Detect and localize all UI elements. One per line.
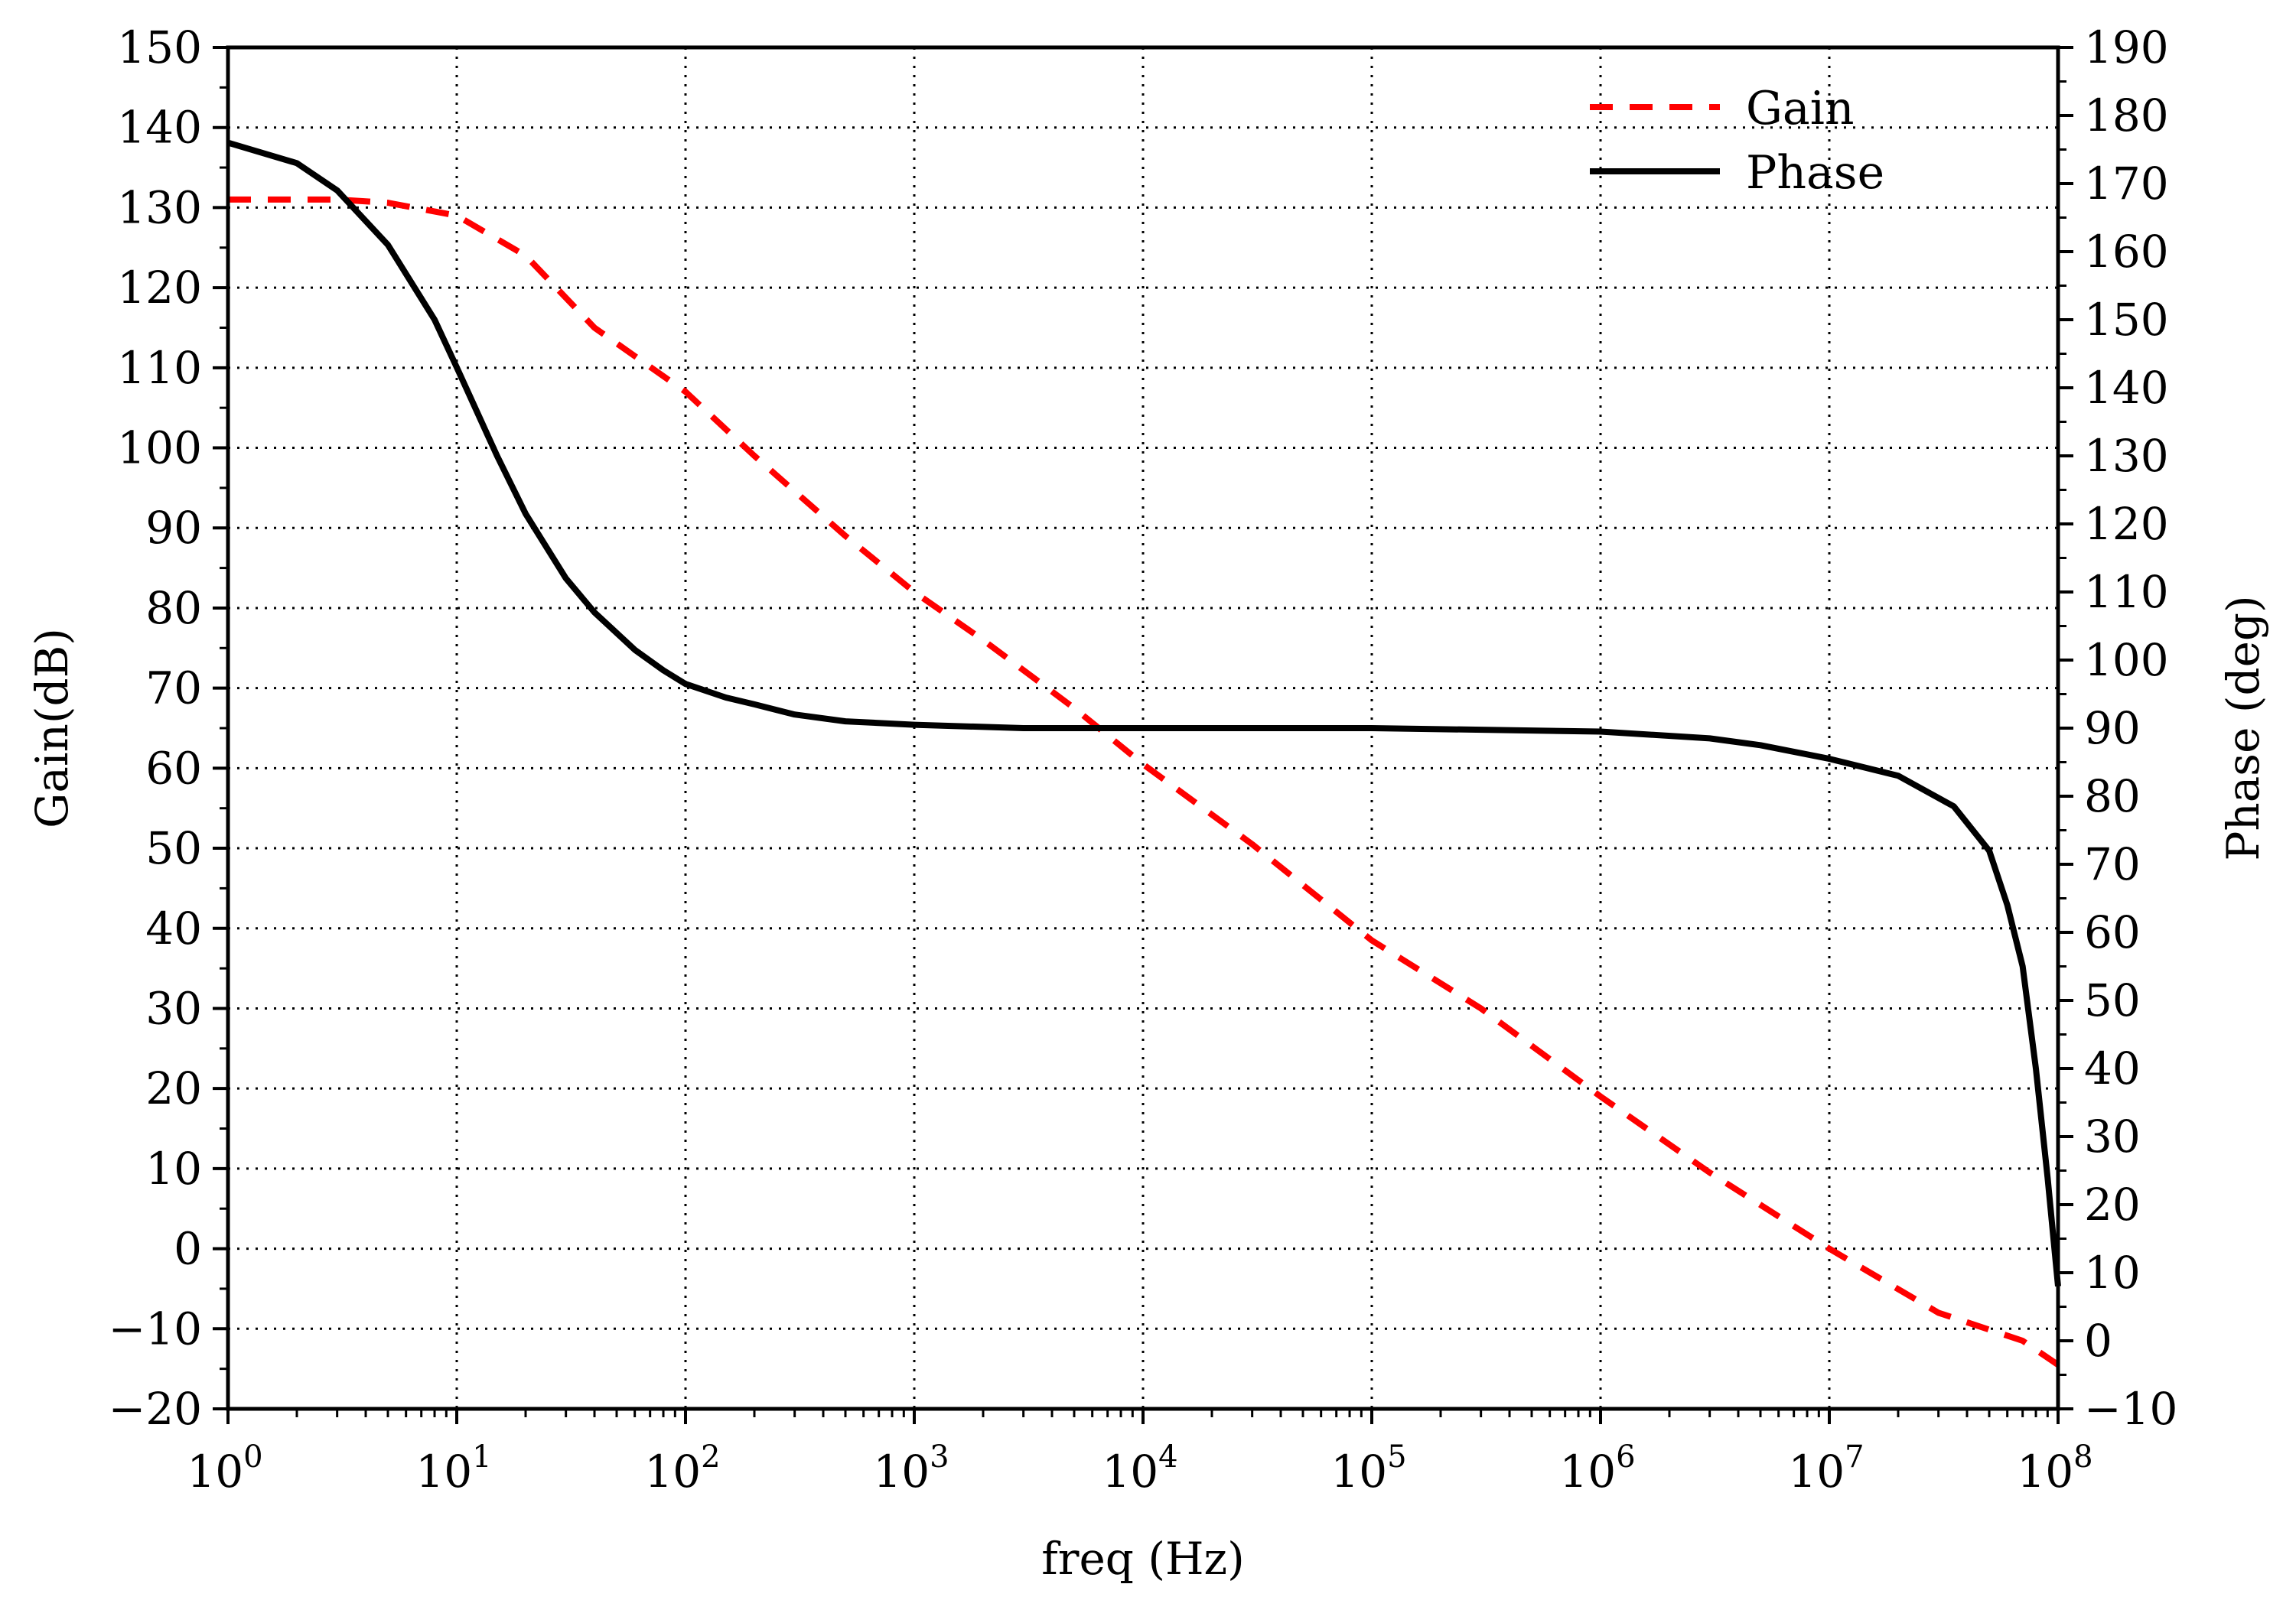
y-right-tick-label: 10 <box>2084 1247 2141 1299</box>
y-right-tick-label: 140 <box>2084 362 2169 414</box>
y-right-tick-label: 120 <box>2084 498 2169 550</box>
y-right-tick-label: 50 <box>2084 974 2141 1026</box>
y-right-tick-label: 80 <box>2084 770 2141 822</box>
x-tick-label: 106 <box>1559 1439 1635 1498</box>
series-line-phase <box>226 139 2061 1287</box>
right-y-axis-title: Phase (deg) <box>2217 595 2269 860</box>
y-left-tick-label: 70 <box>145 662 202 714</box>
x-tick-label: 108 <box>2017 1439 2092 1498</box>
x-tick-label: 102 <box>644 1439 720 1498</box>
ticks <box>213 46 2073 1424</box>
x-tick-label: 101 <box>415 1439 491 1498</box>
series-line-gain <box>228 196 2060 1368</box>
y-left-tick-label: 10 <box>145 1143 202 1195</box>
legend: Gain Phase <box>1590 82 1884 200</box>
x-tick-label: 104 <box>1102 1439 1177 1498</box>
legend-gain-label: Gain <box>1746 82 1855 135</box>
y-left-tick-label: 110 <box>117 342 202 394</box>
y-right-tick-label: 190 <box>2084 21 2169 73</box>
y-right-tick-label: 180 <box>2084 89 2169 141</box>
y-left-tick-label: 120 <box>117 262 202 314</box>
y-left-tick-label: −20 <box>109 1383 202 1435</box>
y-right-tick-label: 40 <box>2084 1042 2141 1094</box>
y-left-tick-label: 140 <box>117 102 202 154</box>
y-right-tick-label: 110 <box>2084 566 2169 618</box>
y-left-tick-label: 100 <box>117 422 202 474</box>
y-left-tick-label: 30 <box>145 982 202 1034</box>
y-left-tick-label: 40 <box>145 903 202 955</box>
y-right-tick-label: 170 <box>2084 158 2169 210</box>
y-right-tick-label: 150 <box>2084 294 2169 346</box>
y-left-tick-label: 20 <box>145 1062 202 1114</box>
y-left-tick-label: 0 <box>174 1223 202 1275</box>
y-left-tick-label: −10 <box>109 1303 202 1355</box>
x-tick-label: 103 <box>873 1439 949 1498</box>
y-left-tick-label: 50 <box>145 822 202 874</box>
y-left-tick-label: 130 <box>117 181 202 233</box>
y-right-tick-label: 100 <box>2084 634 2169 686</box>
y-right-tick-label: −10 <box>2084 1383 2177 1435</box>
x-tick-label: 105 <box>1330 1439 1406 1498</box>
y-right-tick-label: 0 <box>2084 1315 2112 1367</box>
series <box>226 139 2061 1368</box>
y-right-tick-label: 160 <box>2084 226 2169 278</box>
y-right-tick-label: 130 <box>2084 430 2169 482</box>
y-left-tick-label: 90 <box>145 502 202 554</box>
left-y-axis-title: Gain(dB) <box>26 628 78 828</box>
y-right-tick-label: 20 <box>2084 1179 2141 1231</box>
y-right-tick-label: 30 <box>2084 1111 2141 1163</box>
x-tick-label: 107 <box>1788 1439 1864 1498</box>
legend-phase-label: Phase <box>1746 146 1884 200</box>
y-left-tick-label: 150 <box>117 21 202 73</box>
x-axis-title: freq (Hz) <box>1041 1533 1244 1585</box>
y-left-tick-label: 80 <box>145 582 202 634</box>
y-right-tick-label: 90 <box>2084 702 2141 754</box>
y-right-tick-label: 60 <box>2084 906 2141 958</box>
y-left-tick-label: 60 <box>145 742 202 794</box>
tick-labels: 100 101 102 103 104 105 106 107 1081501401301201… <box>109 21 2178 1498</box>
y-right-tick-label: 70 <box>2084 838 2141 890</box>
x-tick-label: 100 <box>187 1439 262 1498</box>
